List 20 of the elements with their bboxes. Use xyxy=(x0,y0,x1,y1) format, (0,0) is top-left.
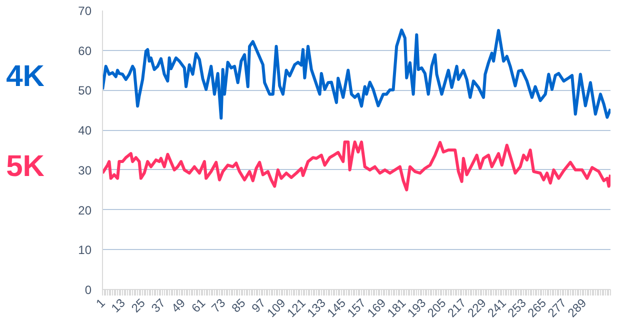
line-series xyxy=(102,140,610,192)
y-tick-label: 10 xyxy=(78,243,92,258)
x-tick-label: 1 xyxy=(93,296,108,311)
y-tick-label: 0 xyxy=(84,283,92,297)
series-label: 4K xyxy=(6,60,45,94)
x-tick-label: 13 xyxy=(108,296,128,316)
x-tick-label: 85 xyxy=(228,296,248,316)
y-tick-label: 30 xyxy=(78,163,92,178)
series-label: 5K xyxy=(6,150,45,183)
x-tick-label: 49 xyxy=(168,296,188,316)
x-tick-label: 61 xyxy=(188,296,208,316)
y-tick-label: 70 xyxy=(78,4,92,18)
x-tick-label: 73 xyxy=(208,296,228,316)
y-tick-label: 20 xyxy=(78,203,92,218)
y-tick-label: 40 xyxy=(78,124,92,138)
y-tick-label: 50 xyxy=(78,84,92,98)
x-tick-label: 25 xyxy=(128,296,148,316)
y-tick-label: 60 xyxy=(78,44,92,58)
x-tick-label: 37 xyxy=(148,296,168,316)
line-series xyxy=(102,28,610,120)
